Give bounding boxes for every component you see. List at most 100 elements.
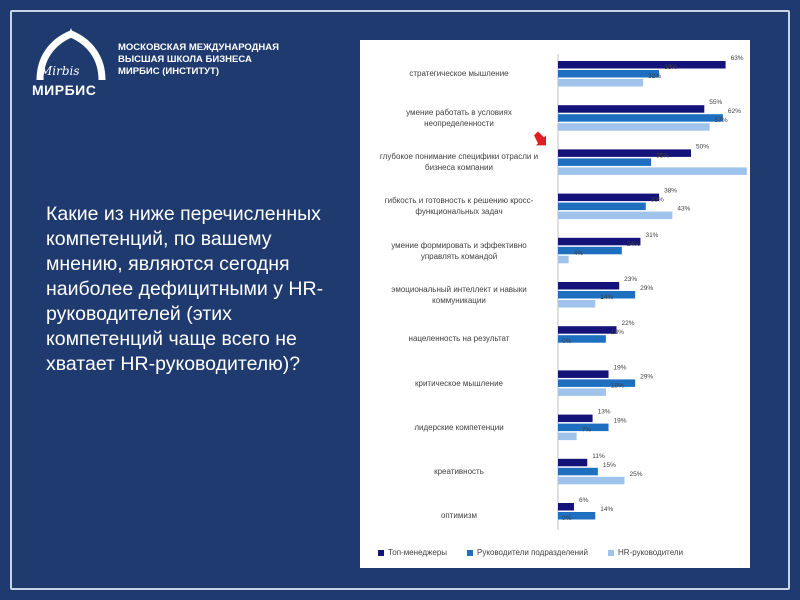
data-label: 4% — [574, 250, 584, 257]
data-label: 19% — [614, 418, 627, 425]
legend-item: Руководители подразделений — [467, 548, 588, 557]
bar — [558, 423, 609, 432]
legend-label: Руководители подразделений — [477, 548, 588, 557]
category-label-line: эмоциональный интеллект и навыки — [391, 284, 527, 294]
category-label-line: коммуникации — [432, 295, 486, 305]
category-label: эмоциональный интеллект и навыки коммуник… — [366, 284, 552, 306]
category-label: лидерские компетенции — [366, 422, 552, 433]
data-label: 32% — [648, 73, 661, 80]
category-label-line: глубокое понимание специфики отрасли и — [379, 152, 539, 162]
data-label: 23% — [624, 276, 637, 283]
data-label: 14% — [600, 506, 613, 513]
legend-item: Топ-менеджеры — [378, 548, 447, 557]
category-label: критическое мышление — [366, 378, 552, 389]
category-label: нацеленность на результат — [366, 333, 552, 344]
legend-swatch — [378, 549, 384, 556]
bar — [558, 158, 652, 166]
bar — [558, 202, 646, 211]
bar — [558, 467, 598, 476]
org-line-1: МОСКОВСКАЯ МЕЖДУНАРОДНАЯ — [118, 42, 279, 53]
category-label-line: креативность — [434, 467, 484, 477]
bar — [558, 114, 723, 122]
category-label: умение работать в условиях неопределеннос… — [366, 107, 552, 129]
category-label-line: функциональных задач — [415, 207, 503, 217]
data-label: 13% — [598, 409, 611, 416]
bar — [558, 61, 726, 69]
data-label: 29% — [640, 373, 653, 380]
legend-label: Топ-менеджеры — [388, 548, 448, 557]
chart-panel: 63%38%32%55%62%57%50%35%71%38%33%43%31%2… — [360, 40, 750, 568]
category-label: умение формировать и эффективно управлять… — [366, 240, 552, 262]
legend-label: HR-руководители — [617, 548, 684, 557]
bar — [558, 326, 617, 334]
data-label: 31% — [645, 232, 658, 239]
data-label: 35% — [656, 152, 669, 159]
data-label: 7% — [582, 427, 592, 434]
category-label-line: лидерские компетенции — [414, 422, 504, 432]
bar — [558, 432, 577, 441]
bar — [558, 167, 747, 175]
bar — [558, 246, 622, 255]
legend-swatch — [467, 549, 474, 556]
category-label-line: критическое мышление — [415, 378, 503, 388]
category-label-line: бизнеса компании — [425, 163, 493, 173]
bar — [558, 388, 606, 396]
bar — [558, 149, 691, 157]
category-label-line: управлять командой — [420, 251, 498, 261]
bar — [558, 79, 644, 87]
bar — [558, 379, 636, 387]
data-label: 19% — [614, 364, 627, 371]
chart-legend: Топ-менеджеры Руководители подразделений H… — [378, 548, 683, 557]
data-label: 63% — [731, 55, 744, 62]
bar — [558, 237, 641, 246]
category-label-line: оптимизм — [440, 511, 478, 521]
bar — [558, 193, 660, 202]
logo-script-text: Mirbis — [40, 64, 80, 78]
slide-frame — [10, 10, 790, 590]
bar — [558, 503, 574, 511]
data-label: 38% — [664, 64, 677, 71]
category-label-line: нацеленность на результат — [408, 334, 510, 344]
data-label: 25% — [630, 471, 643, 478]
category-label-line: неопределенности — [424, 118, 494, 128]
data-label: 57% — [715, 117, 728, 124]
bar — [558, 414, 593, 423]
data-label: 43% — [677, 206, 690, 213]
data-label: 6% — [579, 497, 589, 504]
data-label: 50% — [696, 143, 709, 150]
data-label: 18% — [611, 329, 624, 336]
bar — [558, 123, 710, 131]
org-line-3: МИРБИС (ИНСТИТУТ) — [118, 66, 220, 77]
bar-chart: 63%38%32%55%62%57%50%35%71%38%33%43%31%2… — [534, 54, 747, 530]
bar — [558, 476, 625, 485]
data-label: 0% — [562, 338, 572, 345]
data-label: 29% — [640, 285, 653, 292]
data-label: 24% — [627, 241, 640, 248]
bar — [558, 211, 673, 220]
category-label: гибкость и готовность к решению кросс-фу… — [366, 195, 552, 217]
bar — [558, 458, 588, 467]
bar — [558, 291, 636, 299]
survey-question: Какие из ниже перечисленных компетенций,… — [46, 203, 324, 375]
category-label-line: умение работать в условиях — [406, 107, 512, 117]
organization-name: МОСКОВСКАЯ МЕЖДУНАРОДНАЯ ВЫСШАЯ ШКОЛА БИ… — [118, 42, 279, 78]
highlight-arrow-icon — [534, 131, 546, 146]
data-label: 33% — [651, 197, 664, 204]
mirbis-logo-icon — [36, 28, 106, 81]
category-label: оптимизм — [366, 510, 552, 521]
bar — [558, 282, 620, 290]
bar — [558, 370, 609, 378]
category-label-line: умение формировать и эффективно — [391, 240, 527, 250]
category-label: глубокое понимание специфики отрасли и би… — [366, 151, 552, 173]
category-label: стратегическое мышление — [366, 68, 552, 79]
category-label-line: стратегическое мышление — [409, 69, 509, 79]
bar — [558, 70, 660, 78]
bar — [558, 300, 596, 308]
logo-wordmark: МИРБИС — [32, 82, 97, 98]
data-label: 18% — [611, 382, 624, 389]
data-label: 62% — [728, 108, 741, 115]
data-label: 14% — [600, 294, 613, 301]
bar — [558, 255, 569, 264]
bar — [558, 512, 596, 520]
bar — [558, 105, 705, 113]
